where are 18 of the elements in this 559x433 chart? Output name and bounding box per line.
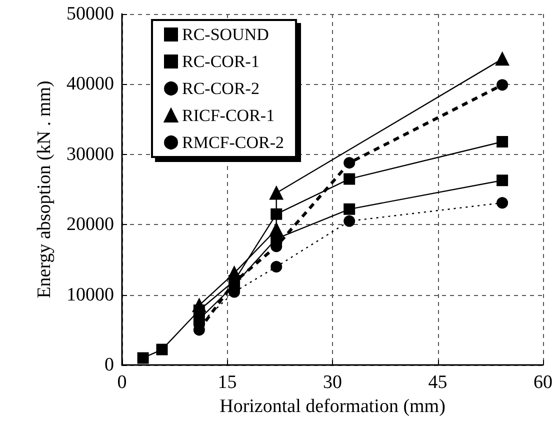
x-tick-label: 0: [117, 372, 127, 393]
legend-label: RICF-COR-1: [182, 106, 275, 125]
y-tick-label: 30000: [66, 144, 114, 165]
y-tick-label: 20000: [66, 214, 114, 236]
y-tick-label: 50000: [66, 4, 114, 24]
x-axis-title: Horizontal deformation (mm): [220, 396, 446, 417]
legend-label: RMCF-COR-2: [182, 133, 284, 152]
y-tick-label: 10000: [66, 284, 114, 306]
legend-label: RC-SOUND: [182, 25, 269, 44]
x-tick-label: 15: [218, 372, 237, 393]
x-tick-label: 30: [323, 372, 342, 393]
x-tick-label: 60: [534, 372, 552, 393]
y-tick-label: 40000: [66, 74, 114, 95]
y-axis-title: Energy absoption (kN . mm): [34, 80, 55, 298]
legend-label: RC-COR-1: [182, 52, 260, 71]
legend-label: RC-COR-2: [182, 79, 260, 98]
y-tick-label: 0: [104, 354, 114, 376]
x-tick-label: 45: [428, 372, 448, 393]
